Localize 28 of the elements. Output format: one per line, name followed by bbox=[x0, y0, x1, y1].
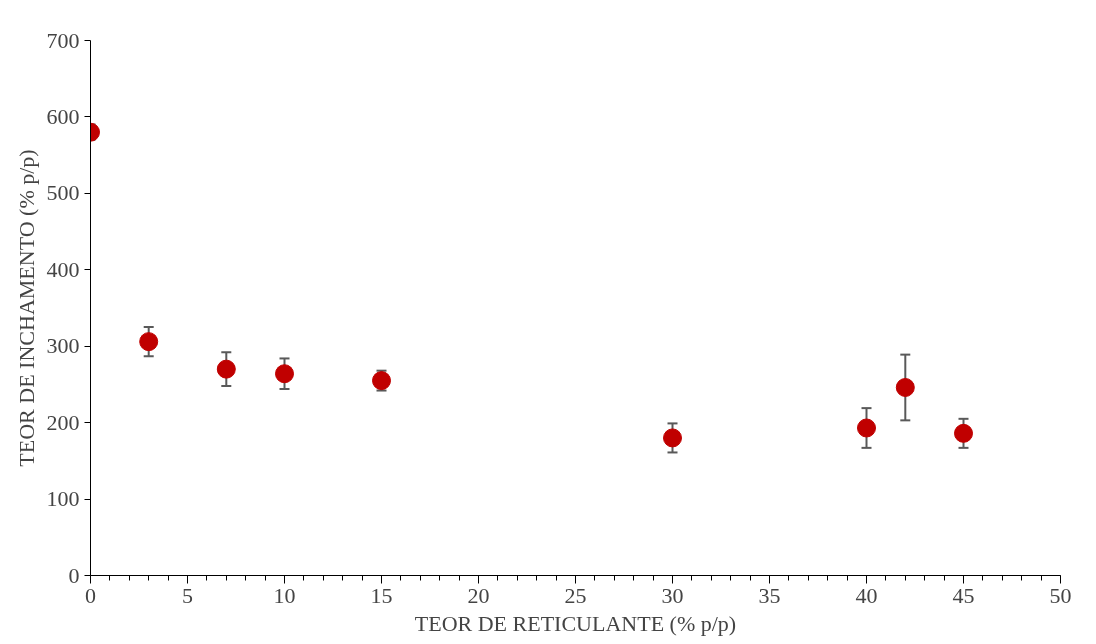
point bbox=[663, 428, 682, 448]
point bbox=[895, 378, 915, 397]
x-tick-label: 0 bbox=[85, 582, 96, 608]
y-tick-label: 700 bbox=[46, 27, 80, 53]
x-tick-label: 10 bbox=[273, 582, 296, 608]
x-tick-label: 40 bbox=[855, 582, 878, 608]
x-tick-label: 15 bbox=[370, 582, 393, 608]
x-tick-label: 35 bbox=[758, 582, 781, 608]
y-tick-label: 100 bbox=[46, 486, 80, 512]
point bbox=[139, 332, 159, 352]
y-axis-title: TEOR DE INCHAMENTO (% p/p) bbox=[13, 149, 39, 467]
x-tick-label: 45 bbox=[952, 582, 975, 608]
y-tick-label: 500 bbox=[46, 180, 80, 206]
point bbox=[275, 364, 294, 384]
x-axis-title: TEOR DE RETICULANTE (% p/p) bbox=[414, 610, 737, 636]
x-tick-label: 20 bbox=[467, 582, 490, 608]
y-tick-label: 400 bbox=[46, 256, 80, 282]
x-tick-label: 5 bbox=[182, 582, 193, 608]
y-tick-label: 600 bbox=[46, 103, 80, 129]
y-tick-label: 0 bbox=[68, 562, 80, 588]
x-tick-label: 25 bbox=[564, 582, 587, 608]
x-tick-label: 30 bbox=[661, 582, 684, 608]
x-tick-label: 50 bbox=[1049, 582, 1072, 608]
point bbox=[857, 418, 876, 438]
point bbox=[216, 359, 236, 379]
point bbox=[954, 423, 973, 443]
y-tick-label: 300 bbox=[46, 333, 80, 359]
y-tick-label: 200 bbox=[46, 409, 80, 435]
